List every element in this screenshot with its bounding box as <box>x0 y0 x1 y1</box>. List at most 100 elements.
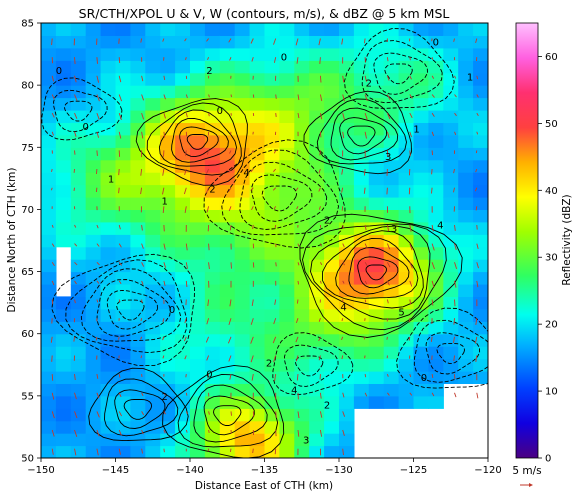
reflectivity-cell <box>383 172 400 186</box>
reflectivity-cell <box>249 97 266 111</box>
reflectivity-cell <box>264 234 280 248</box>
reflectivity-cell <box>413 371 429 384</box>
reflectivity-cell <box>473 60 488 74</box>
colorbar-tick-label: 10 <box>545 387 558 398</box>
reflectivity-cell <box>55 47 72 61</box>
reflectivity-cell <box>473 284 488 297</box>
reflectivity-cell <box>130 197 146 210</box>
wind-arrow <box>141 411 145 416</box>
reflectivity-cell <box>219 134 236 148</box>
wind-arrow <box>140 187 143 195</box>
reflectivity-cell <box>264 296 280 310</box>
colorbar-tick-label: 60 <box>545 52 558 63</box>
reflectivity-cell <box>234 308 251 322</box>
reflectivity-cell <box>70 246 87 260</box>
w-contour-line <box>284 344 339 387</box>
reflectivity-cell <box>458 172 474 186</box>
reflectivity-cell <box>428 184 444 198</box>
reflectivity-cell <box>55 358 72 372</box>
reflectivity-cell <box>145 184 161 198</box>
reflectivity-cell <box>383 246 400 260</box>
wind-arrow <box>96 448 99 456</box>
wind-arrow <box>364 224 367 231</box>
reflectivity-cell <box>160 147 176 161</box>
reflectivity-cell <box>130 433 146 447</box>
reflectivity-cell <box>234 197 251 210</box>
reflectivity-cell <box>279 221 295 235</box>
reflectivity-cell <box>458 47 474 61</box>
reflectivity-cell <box>339 445 355 458</box>
reflectivity-cell <box>70 346 87 360</box>
w-contour-line <box>321 230 424 309</box>
reflectivity-cell <box>115 110 131 123</box>
reflectivity-cell <box>458 358 474 372</box>
reflectivity-cell <box>204 35 221 49</box>
wind-arrow <box>118 94 123 102</box>
wind-arrow <box>96 374 99 379</box>
reflectivity-cell <box>115 209 131 223</box>
wind-arrow <box>297 94 300 101</box>
reflectivity-cell <box>115 147 131 161</box>
reflectivity-cell <box>55 23 72 36</box>
wind-arrow <box>51 131 54 136</box>
reflectivity-cell <box>41 346 57 360</box>
wind-arrow <box>342 262 345 266</box>
wind-arrow <box>51 75 55 82</box>
reflectivity-cell <box>41 60 57 74</box>
reflectivity-cell <box>249 358 266 372</box>
reflectivity-cell <box>294 147 310 161</box>
reflectivity-cell <box>473 246 488 260</box>
reflectivity-cell <box>413 246 429 260</box>
w-contour-line <box>343 28 455 109</box>
reflectivity-cell <box>145 420 161 434</box>
reflectivity-cell <box>70 395 87 409</box>
reflectivity-cell <box>428 122 444 136</box>
reflectivity-cell <box>264 147 280 161</box>
x-axis-label: Distance East of CTH (km) <box>195 480 333 492</box>
wind-arrow <box>74 299 76 304</box>
reflectivity-cell <box>413 197 429 210</box>
wind-arrow <box>342 429 345 437</box>
reflectivity-cell <box>115 184 131 198</box>
reflectivity-cell <box>41 408 57 422</box>
reflectivity-cell <box>100 371 117 384</box>
x-axis: −150 −145 −140 −135 −130 −125 −120 <box>27 458 502 476</box>
contour-label: 0 <box>56 66 62 77</box>
reflectivity-cell <box>85 85 102 99</box>
wind-arrow <box>228 168 232 173</box>
reflectivity-cell <box>175 333 191 347</box>
y-tick-label: 60 <box>21 329 34 340</box>
wind-arrow <box>96 299 99 303</box>
reflectivity-cell <box>85 110 102 123</box>
reflectivity-cell <box>145 259 161 273</box>
reflectivity-cell <box>383 346 400 360</box>
reflectivity-cell <box>249 72 266 86</box>
wind-arrow <box>297 429 300 437</box>
reflectivity-cell <box>160 72 176 86</box>
reflectivity-cell <box>204 284 221 297</box>
wind-arrow <box>341 336 344 341</box>
reflectivity-cell <box>353 197 370 210</box>
reflectivity-cell <box>190 221 206 235</box>
reflectivity-cell <box>279 110 295 123</box>
reflectivity-cell <box>204 159 221 173</box>
reflectivity-cell <box>85 383 102 397</box>
reflectivity-cell <box>100 408 117 422</box>
reflectivity-cell <box>41 383 57 397</box>
reflectivity-cell <box>249 172 266 186</box>
reflectivity-cell <box>339 85 355 99</box>
wind-arrow <box>297 243 300 247</box>
reflectivity-cell <box>145 159 161 173</box>
contour-label: 1 <box>162 197 168 208</box>
reflectivity-cell <box>175 308 191 322</box>
reflectivity-cell <box>413 72 429 86</box>
reflectivity-cell <box>204 321 221 335</box>
reflectivity-cell <box>398 284 415 297</box>
reflectivity-cell <box>294 246 310 260</box>
reflectivity-cell <box>443 47 459 61</box>
reflectivity-cell <box>339 60 355 74</box>
reflectivity-cell <box>145 72 161 86</box>
reflectivity-cell <box>339 110 355 123</box>
reflectivity-cell <box>204 47 221 61</box>
wind-arrow <box>454 94 457 98</box>
